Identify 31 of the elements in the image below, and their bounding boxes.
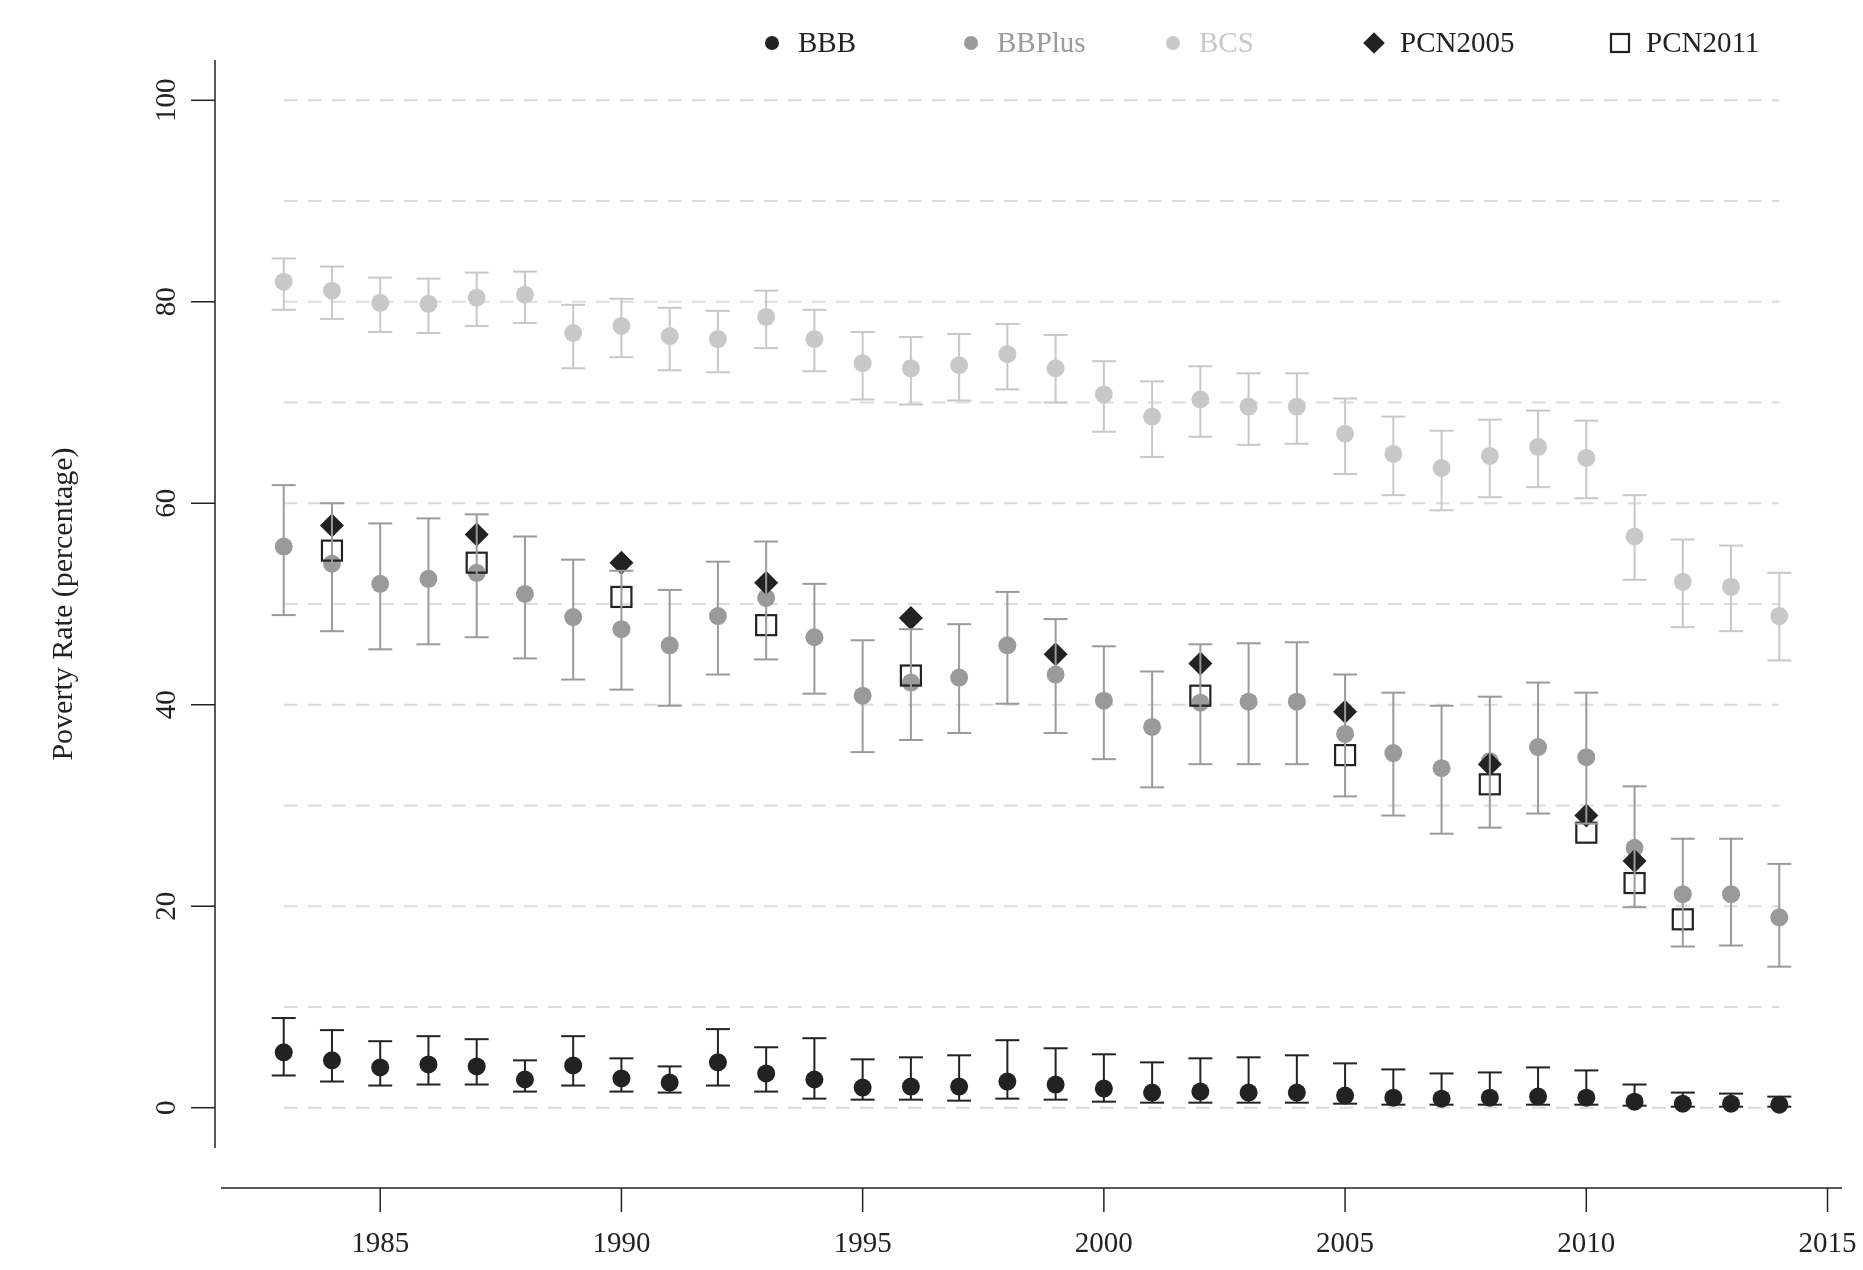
point (320, 539, 344, 562)
legend-label: BBB (798, 26, 857, 58)
y-tick-label: 40 (149, 690, 181, 720)
point (1333, 744, 1357, 767)
legend-label: PCN2011 (1646, 26, 1760, 58)
x-tick-label: 1990 (592, 1226, 651, 1258)
y-axis-title: Poverty Rate (percentage) (45, 447, 79, 761)
point (465, 551, 488, 574)
y-tick-label: 20 (149, 891, 181, 921)
y-tick-label: 100 (149, 78, 181, 123)
y-tick-label: 0 (149, 1100, 181, 1115)
x-tick-label: 1995 (833, 1226, 892, 1258)
point (1189, 684, 1212, 707)
point (1575, 821, 1598, 844)
point (1623, 871, 1646, 895)
point (610, 585, 633, 609)
point (1671, 908, 1694, 931)
point (898, 606, 923, 631)
point (899, 664, 922, 687)
legend-label: PCN2005 (1400, 26, 1515, 58)
point (755, 614, 778, 637)
point (609, 550, 634, 575)
x-tick-label: 2000 (1074, 1226, 1133, 1258)
x-tick-label: 2010 (1557, 1226, 1616, 1258)
y-tick-label: 80 (149, 287, 181, 317)
legend-label: BBPlus (997, 26, 1086, 58)
y-tick-label: 60 (149, 488, 181, 518)
point (1478, 773, 1501, 796)
x-tick-label: 2005 (1316, 1226, 1375, 1258)
x-tick-label: 2015 (1798, 1226, 1857, 1258)
x-tick-label: 1985 (351, 1226, 410, 1258)
